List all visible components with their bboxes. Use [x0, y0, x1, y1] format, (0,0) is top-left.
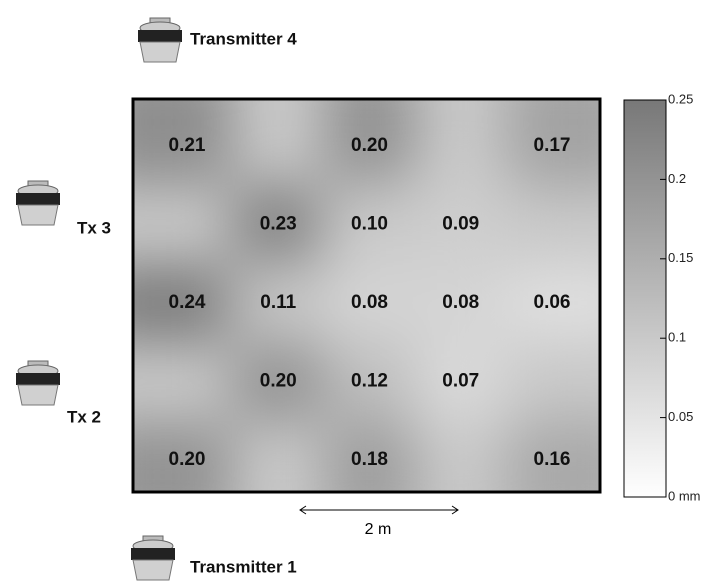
heat-cell — [506, 59, 640, 185]
heat-cell — [506, 264, 640, 343]
colorbar-tick-label: 0.1 — [668, 330, 686, 345]
chart: 0.21 0.20 0.17 0.23 0.10 0.09 0.24 0.11 0.08 0.08… — [0, 0, 707, 588]
value-label: 0.20 — [169, 449, 206, 470]
value-label: 0.18 — [351, 449, 388, 470]
heat-cell — [506, 421, 640, 532]
colorbar-tick-label: 0.25 — [668, 91, 693, 106]
heat-cell — [93, 59, 233, 185]
transmitter-icon — [16, 181, 60, 225]
value-label: 0.07 — [442, 371, 479, 392]
value-label: 0.24 — [169, 292, 206, 313]
transmitter-label: Tx 2 — [67, 407, 101, 426]
value-label: 0.20 — [351, 135, 388, 156]
value-label: 0.23 — [260, 214, 297, 235]
transmitter-label: Transmitter 4 — [190, 29, 297, 48]
value-label: 0.11 — [260, 292, 296, 313]
colorbar-tick-label: 0.15 — [668, 250, 693, 265]
value-label: 0.08 — [351, 292, 388, 313]
transmitter-icon — [138, 18, 182, 62]
value-label: 0.17 — [534, 135, 571, 156]
colorbar-tick-label: 0 mm — [668, 488, 701, 503]
page: 0.21 0.20 0.17 0.23 0.10 0.09 0.24 0.11 0.08 0.08… — [0, 0, 707, 588]
transmitter-label: Transmitter 1 — [190, 557, 297, 576]
value-label: 0.12 — [351, 371, 388, 392]
value-label: 0.21 — [169, 135, 206, 156]
colorbar-tick-label: 0.05 — [668, 409, 693, 424]
transmitter-label: Tx 3 — [77, 218, 111, 237]
value-label: 0.09 — [442, 214, 479, 235]
scale-label: 2 m — [365, 521, 392, 538]
value-label: 0.20 — [260, 371, 297, 392]
colorbar — [624, 100, 666, 497]
transmitter-icon — [131, 536, 175, 580]
value-label: 0.06 — [534, 292, 571, 313]
heat-cell — [324, 59, 415, 185]
value-label: 0.16 — [534, 449, 571, 470]
value-label: 0.10 — [351, 214, 388, 235]
heat-cell — [93, 421, 233, 532]
transmitter-icon — [16, 361, 60, 405]
value-label: 0.08 — [442, 292, 479, 313]
heat-cell — [93, 264, 233, 343]
colorbar-tick-label: 0.2 — [668, 171, 686, 186]
heat-cell — [324, 421, 415, 532]
